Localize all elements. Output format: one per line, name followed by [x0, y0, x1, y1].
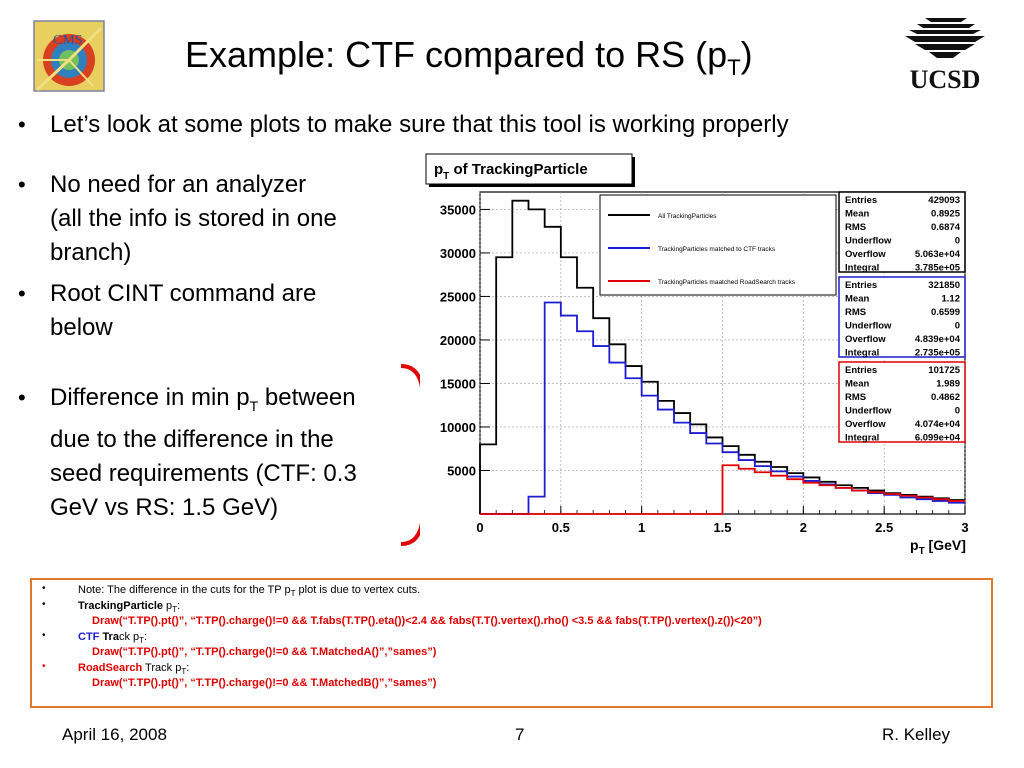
stat-box — [838, 361, 966, 443]
stat-label: Entries — [845, 195, 877, 206]
x-axis-title: pT [GeV] — [910, 537, 966, 557]
note-line-2: TrackingParticle pT: — [78, 600, 181, 615]
stat-label: Underflow — [845, 321, 892, 332]
stat-value: 0 — [955, 406, 960, 417]
stat-label: Mean — [845, 209, 869, 220]
stat-label: Integral — [845, 433, 879, 444]
y-tick-label: 20000 — [440, 333, 476, 348]
x-tick-label: 0.5 — [552, 520, 570, 535]
x-tick-label: 3 — [961, 520, 968, 535]
svg-text:UCSD: UCSD — [910, 65, 981, 94]
series-line-1 — [479, 199, 965, 514]
stat-value: 3.785e+05 — [915, 263, 961, 274]
bullet-marker: • — [18, 385, 26, 410]
note-command-roadsearch: Draw(“T.TP().pt()”, “T.TP().charge()!=0 … — [92, 677, 437, 689]
note-line-1: Note: The difference in the cuts for the… — [78, 584, 421, 599]
stat-value: 0.6874 — [931, 222, 961, 233]
tick-labels: 0 0.5 1 1.5 2 2.5 3500010000150002000025000300… — [440, 202, 969, 535]
svg-text:CMS: CMS — [53, 33, 83, 48]
stat-value: 2.735e+05 — [915, 348, 961, 359]
stat-box — [838, 191, 966, 273]
cms-logo: CMS — [33, 20, 105, 92]
stat-value: 0.6599 — [931, 307, 960, 318]
stat-label: Integral — [845, 348, 879, 359]
x-tick-label: 0 — [476, 520, 483, 535]
stat-value: 321850 — [928, 280, 960, 291]
bullet-text-2: No need for an analyzer (all the info is… — [50, 171, 337, 266]
stat-value: 1.989 — [936, 379, 960, 390]
stat-boxes: Entries 429093 Mean 0.8925 RMS 0.6874 Underflo… — [838, 191, 966, 444]
stat-value: 5.063e+04 — [915, 249, 961, 260]
y-tick-label: 35000 — [440, 202, 476, 217]
note-command-trackingparticle: Draw(“T.TP().pt()”, “T.TP().charge()!=0 … — [92, 615, 762, 627]
stat-value: 0.8925 — [931, 209, 961, 220]
legend-label: All TrackingParticles — [658, 213, 717, 220]
stat-value: 429093 — [928, 195, 960, 206]
stat-label: Overflow — [845, 419, 886, 430]
y-tick-label: 5000 — [447, 463, 476, 478]
bullet-marker: • — [18, 172, 26, 197]
legend-label: TrackingParticles matched to CTF tracks — [658, 246, 776, 253]
x-tick-label: 1.5 — [713, 520, 731, 535]
legend: All TrackingParticles TrackingParticles m… — [599, 194, 837, 296]
y-tick-label: 25000 — [440, 289, 476, 304]
note-line-3: CTF Track pT: — [78, 631, 148, 646]
stat-label: Integral — [845, 263, 879, 274]
stat-value: 0.4862 — [931, 392, 960, 403]
stat-label: Entries — [845, 365, 877, 376]
footer-author: R. Kelley — [882, 725, 951, 744]
bullet-marker: • — [18, 112, 26, 137]
slide-title: Example: CTF compared to RS (pT) — [185, 34, 753, 81]
stat-label: Underflow — [845, 406, 892, 417]
stat-box — [838, 276, 966, 358]
ucsd-logo: UCSD — [905, 18, 985, 94]
stat-value: 4.839e+04 — [915, 334, 961, 345]
bullet-text-4: Difference in min pT between due to the … — [50, 384, 357, 521]
y-tick-label: 30000 — [440, 246, 476, 261]
note-bullet: • — [42, 599, 46, 610]
stat-label: Overflow — [845, 249, 886, 260]
stat-label: Underflow — [845, 236, 892, 247]
stat-value: 1.12 — [942, 294, 961, 305]
footer-date: April 16, 2008 — [62, 725, 167, 744]
page-number: 7 — [515, 725, 525, 744]
stat-value: 6.099e+04 — [915, 433, 961, 444]
stat-label: Overflow — [845, 334, 886, 345]
stat-label: RMS — [845, 222, 866, 233]
stat-value: 4.074e+04 — [915, 419, 961, 430]
y-tick-label: 10000 — [440, 420, 476, 435]
note-bullet: • — [42, 583, 46, 594]
stat-value: 0 — [955, 236, 960, 247]
bullet-text-1: Let’s look at some plots to make sure th… — [50, 111, 789, 138]
note-command-ctf: Draw(“T.TP().pt()”, “T.TP().charge()!=0 … — [92, 646, 437, 658]
x-tick-label: 2.5 — [875, 520, 893, 535]
series-line-3 — [480, 464, 965, 515]
series-group — [479, 199, 965, 515]
stat-label: Entries — [845, 280, 877, 291]
x-tick-label: 1 — [638, 520, 645, 535]
stat-label: RMS — [845, 392, 866, 403]
stat-label: RMS — [845, 307, 866, 318]
stat-label: Mean — [845, 379, 869, 390]
stat-value: 101725 — [928, 365, 960, 376]
bullet-text-3: Root CINT command are below — [50, 280, 317, 341]
note-bullet: • — [42, 630, 46, 641]
stat-label: Mean — [845, 294, 869, 305]
notes-box: • Note: The difference in the cuts for t… — [30, 578, 993, 708]
histogram-chart: pT of TrackingParticle 0 0.5 1 1.5 2 2.5 35000… — [420, 150, 980, 560]
note-bullet: • — [42, 661, 46, 672]
legend-label: TrackingParticles maatched RoadSearch tr… — [658, 279, 796, 286]
x-tick-label: 2 — [800, 520, 807, 535]
stat-value: 0 — [955, 321, 960, 332]
chart-title-box: pT of TrackingParticle — [425, 153, 635, 187]
bullet-marker: • — [18, 281, 26, 306]
y-tick-label: 15000 — [440, 376, 476, 391]
note-line-4: RoadSearch Track pT: — [78, 662, 190, 677]
chart-title: pT of TrackingParticle — [434, 161, 588, 182]
